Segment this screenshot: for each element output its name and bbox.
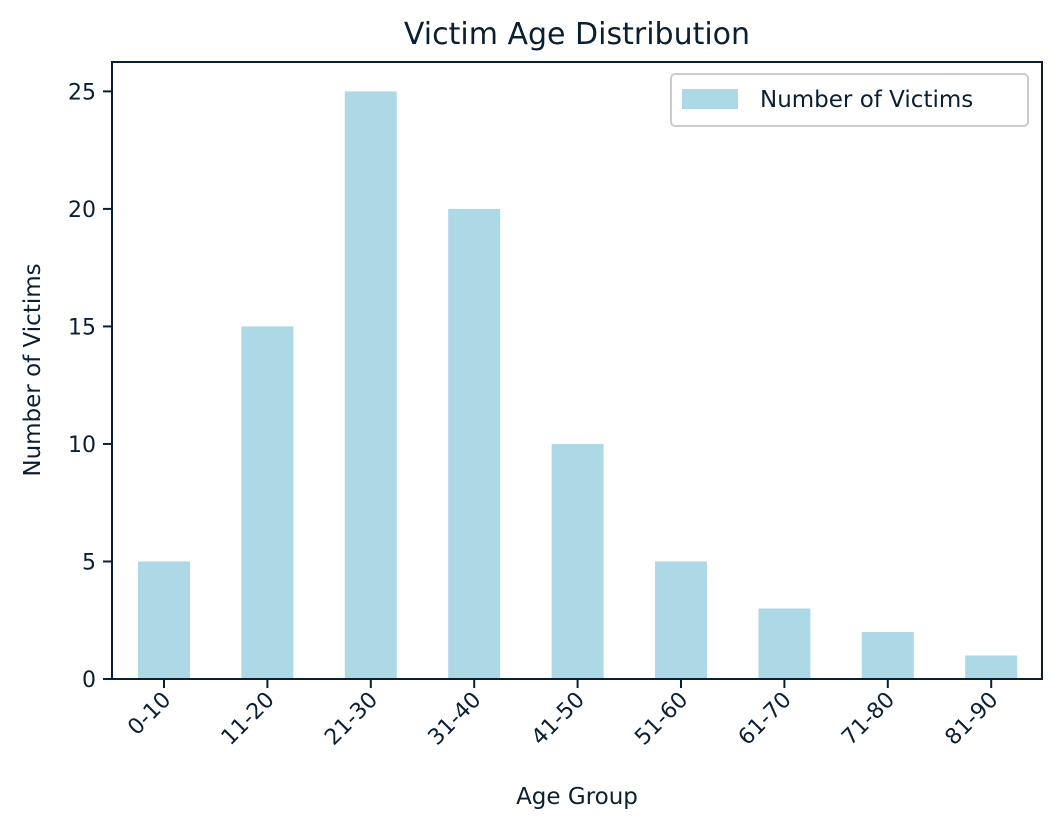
bar-61-70 [758,608,811,679]
bar-31-40 [448,208,501,679]
chart-title: Victim Age Distribution [404,17,750,52]
legend-frame [670,73,1029,127]
y-axis-label: Number of Victims [20,263,46,476]
y-tick-label: 25 [68,80,96,105]
legend-label: Number of Victims [760,87,973,113]
x-tick-label: 81-90 [941,688,1004,751]
x-tick-label: 31-40 [424,688,487,751]
bar-71-80 [861,631,914,679]
y-tick-label: 10 [68,433,96,458]
x-tick-label: 0-10 [123,688,176,741]
x-tick-label: 61-70 [734,688,797,751]
y-tick-label: 0 [82,668,96,693]
bar-0-10 [138,561,190,679]
legend-swatch [682,89,738,109]
legend: Number of Victims [670,73,1029,127]
y-tick-label: 15 [68,315,96,340]
x-tick-label: 21-30 [320,688,383,751]
x-tick-label: 11-20 [217,688,280,751]
x-tick-label: 51-60 [630,688,693,751]
bar-11-20 [241,326,294,679]
bar-21-30 [344,91,397,679]
bar-41-50 [551,443,604,679]
bars-group [138,91,1018,679]
y-axis-ticks: 0 5 10 15 20 25 [68,80,112,693]
y-tick-label: 20 [68,198,96,223]
y-tick-label: 5 [82,550,96,575]
x-axis-ticks: 0-10 11-20 21-30 31-40 41-50 51-60 61-70 71-80 8… [123,679,1003,750]
x-axis-label: Age Group [516,784,638,810]
x-tick-label: 71-80 [837,688,900,751]
x-tick-label: 41-50 [527,688,590,751]
bar-81-90 [965,655,1018,679]
plot-area-frame [111,61,1043,680]
bar-51-60 [655,561,707,679]
